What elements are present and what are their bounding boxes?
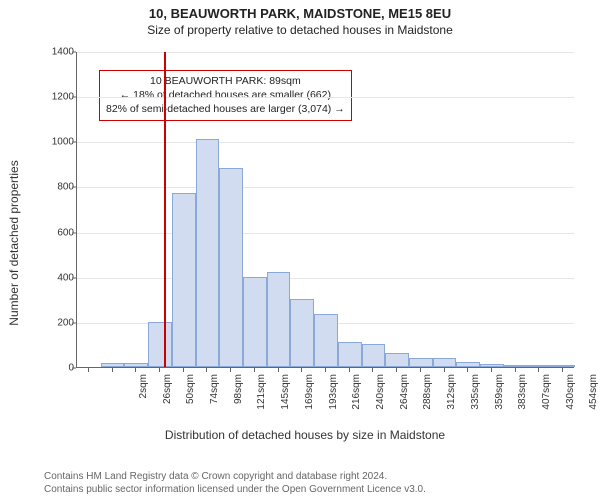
y-tick-label: 1400 — [48, 47, 74, 58]
y-tick-label: 600 — [48, 227, 74, 238]
x-tick-label: 264sqm — [399, 374, 410, 426]
histogram-bar — [267, 272, 291, 367]
y-tick-mark — [72, 322, 76, 323]
y-tick-mark — [72, 232, 76, 233]
histogram-bar — [362, 344, 386, 367]
x-tick-mark — [230, 368, 231, 372]
histogram-bar — [290, 299, 314, 367]
annotation-box: 10 BEAUWORTH PARK: 89sqm ← 18% of detach… — [99, 70, 352, 121]
histogram-bar — [219, 168, 243, 367]
x-tick-label: 98sqm — [233, 374, 244, 426]
histogram-bar — [528, 365, 552, 367]
x-tick-label: 26sqm — [162, 374, 173, 426]
x-tick-label: 121sqm — [256, 374, 267, 426]
credits: Contains HM Land Registry data © Crown c… — [44, 470, 426, 496]
gridline — [77, 233, 574, 234]
x-tick-mark — [301, 368, 302, 372]
annotation-line: 10 BEAUWORTH PARK: 89sqm — [106, 74, 345, 88]
x-tick-mark — [372, 368, 373, 372]
histogram-bar — [504, 365, 528, 367]
x-tick-mark — [420, 368, 421, 372]
x-tick-mark — [467, 368, 468, 372]
histogram-bar — [124, 363, 148, 368]
x-tick-label: 383sqm — [517, 374, 528, 426]
gridline — [77, 278, 574, 279]
histogram-bar — [243, 277, 267, 367]
y-tick-label: 1000 — [48, 137, 74, 148]
y-tick-mark — [72, 142, 76, 143]
gridline — [77, 187, 574, 188]
histogram-bar — [409, 358, 433, 367]
x-tick-mark — [278, 368, 279, 372]
y-tick-label: 1200 — [48, 92, 74, 103]
credits-line: Contains public sector information licen… — [44, 483, 426, 496]
x-tick-label: 430sqm — [565, 374, 576, 426]
x-tick-label: 216sqm — [351, 374, 362, 426]
credits-line: Contains HM Land Registry data © Crown c… — [44, 470, 426, 483]
x-tick-mark — [135, 368, 136, 372]
y-tick-label: 0 — [48, 363, 74, 374]
x-tick-mark — [444, 368, 445, 372]
histogram-bar — [172, 193, 196, 367]
histogram-bar — [148, 322, 172, 367]
histogram-bar — [338, 342, 362, 367]
plot-area: 10 BEAUWORTH PARK: 89sqm ← 18% of detach… — [76, 52, 574, 368]
y-tick-mark — [72, 52, 76, 53]
x-tick-label: 240sqm — [375, 374, 386, 426]
annotation-line: ← 18% of detached houses are smaller (66… — [106, 88, 345, 102]
histogram-bar — [101, 363, 125, 368]
x-axis-label: Distribution of detached houses by size … — [165, 428, 445, 442]
gridline — [77, 52, 574, 53]
x-tick-label: 335sqm — [470, 374, 481, 426]
x-tick-mark — [159, 368, 160, 372]
x-tick-label: 145sqm — [280, 374, 291, 426]
y-tick-mark — [72, 97, 76, 98]
x-tick-mark — [254, 368, 255, 372]
x-tick-mark — [88, 368, 89, 372]
y-tick-mark — [72, 187, 76, 188]
x-tick-label: 50sqm — [185, 374, 196, 426]
x-tick-mark — [183, 368, 184, 372]
histogram-bar — [385, 353, 409, 367]
y-tick-mark — [72, 368, 76, 369]
gridline — [77, 97, 574, 98]
x-tick-label: 359sqm — [494, 374, 505, 426]
y-tick-mark — [72, 277, 76, 278]
annotation-line: 82% of semi-detached houses are larger (… — [106, 102, 345, 116]
histogram-bar — [480, 364, 504, 367]
x-tick-mark — [112, 368, 113, 372]
page-title: 10, BEAUWORTH PARK, MAIDSTONE, ME15 8EU — [0, 6, 600, 21]
x-tick-mark — [396, 368, 397, 372]
x-tick-mark — [349, 368, 350, 372]
histogram-bar — [433, 358, 457, 367]
x-tick-label: 74sqm — [209, 374, 220, 426]
y-tick-label: 200 — [48, 317, 74, 328]
histogram-bar — [456, 362, 480, 367]
histogram-bar — [196, 139, 220, 367]
y-tick-label: 400 — [48, 272, 74, 283]
x-tick-label: 454sqm — [588, 374, 599, 426]
x-tick-label: 169sqm — [304, 374, 315, 426]
x-tick-mark — [562, 368, 563, 372]
x-tick-label: 2sqm — [138, 374, 149, 426]
x-tick-label: 193sqm — [328, 374, 339, 426]
histogram-bar — [314, 314, 338, 367]
x-tick-mark — [538, 368, 539, 372]
x-tick-mark — [491, 368, 492, 372]
y-axis-label: Number of detached properties — [7, 160, 21, 325]
chart-container: Number of detached properties 10 BEAUWOR… — [28, 46, 582, 440]
y-tick-label: 800 — [48, 182, 74, 193]
x-tick-label: 407sqm — [541, 374, 552, 426]
x-tick-mark — [515, 368, 516, 372]
x-tick-mark — [206, 368, 207, 372]
x-tick-mark — [325, 368, 326, 372]
x-tick-label: 312sqm — [446, 374, 457, 426]
histogram-bar — [551, 365, 575, 367]
reference-line — [164, 52, 166, 367]
page-subtitle: Size of property relative to detached ho… — [0, 23, 600, 37]
x-tick-label: 288sqm — [422, 374, 433, 426]
gridline — [77, 142, 574, 143]
